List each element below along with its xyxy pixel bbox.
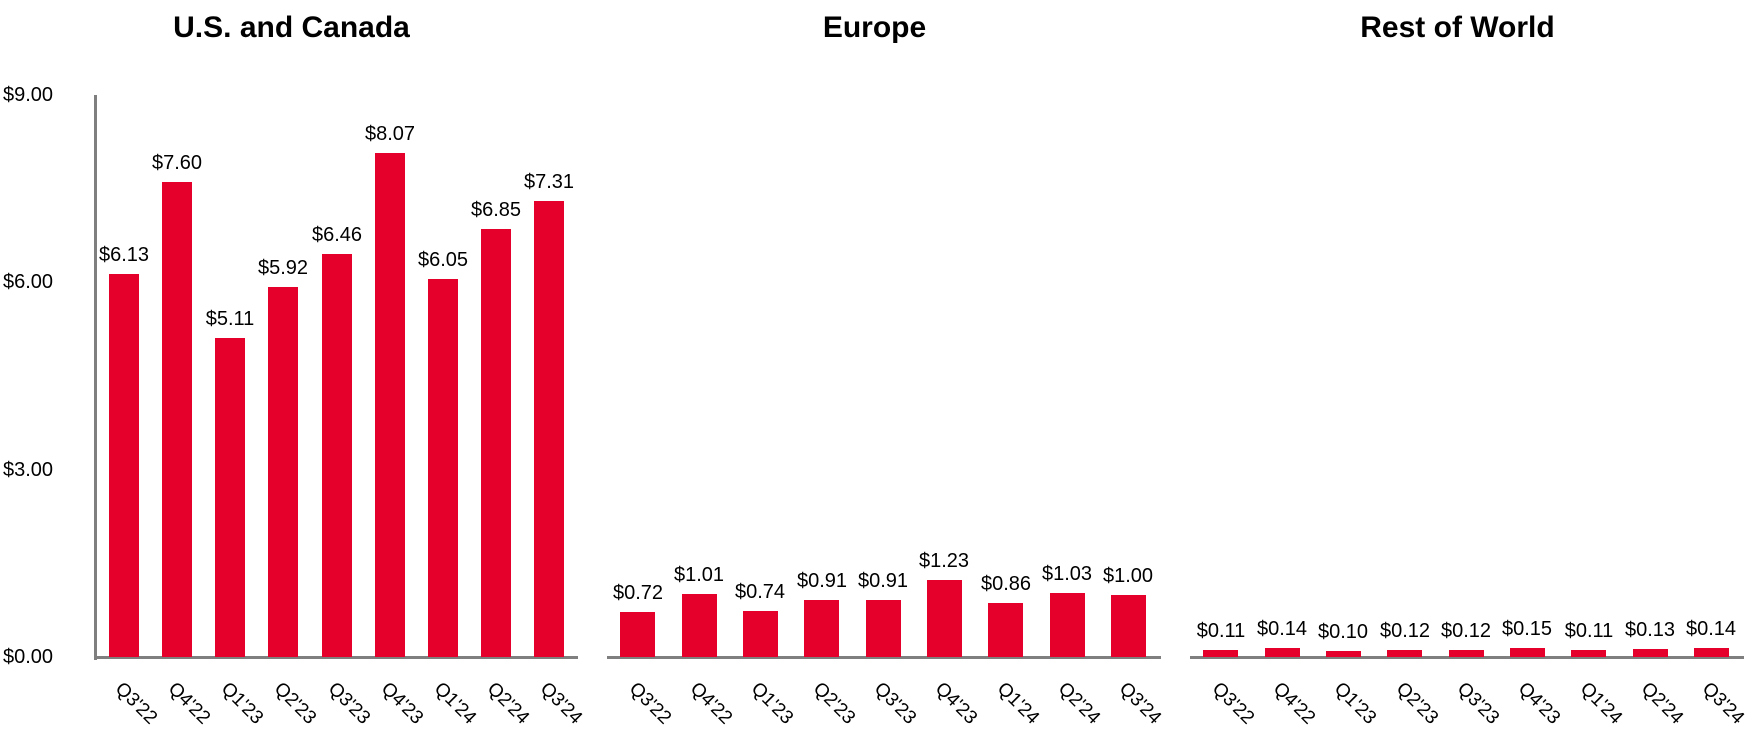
bar [1633, 649, 1668, 657]
x-axis-tick-label: Q1'24 [429, 678, 481, 729]
bar [1571, 650, 1606, 657]
bar [743, 611, 778, 657]
chart-title-europe: Europe [822, 11, 927, 44]
x-axis-tick-label: Q3'22 [110, 678, 162, 729]
bar [1694, 648, 1729, 657]
bar-value-label: $7.31 [523, 171, 575, 193]
bar [1050, 593, 1085, 657]
x-axis-tick-label: Q1'23 [216, 678, 268, 729]
x-axis-tick-label: Q4'22 [163, 678, 215, 729]
bar [927, 580, 962, 657]
y-axis-line [94, 95, 97, 660]
bar-value-label: $6.85 [470, 199, 522, 221]
y-axis-tick-label: $9.00 [3, 84, 54, 106]
plot-area-us-canada: $9.00 $6.00 $3.00 $0.00 $6.13 Q3'22 $7.60 Q4'22… [0, 0, 587, 752]
bar [866, 600, 901, 657]
bar-value-label: $5.92 [257, 257, 309, 279]
x-axis-tick-label: Q3'24 [1697, 678, 1749, 729]
plot-area-rest-of-world: $0.11 Q3'22 $0.14 Q4'22 $0.10 Q1'23 $0.12 Q2'23… [1166, 0, 1749, 752]
x-axis-tick-label: Q2'23 [269, 678, 321, 729]
bar-value-label: $8.07 [364, 123, 416, 145]
bar [1326, 651, 1361, 657]
bar [1387, 650, 1422, 657]
bar-value-label: $0.11 [1564, 620, 1614, 642]
x-axis-tick-label: Q3'22 [624, 678, 676, 729]
bar-value-label: $0.14 [1685, 618, 1737, 640]
bar [1265, 648, 1300, 657]
x-axis-tick-label: Q2'24 [1053, 678, 1105, 729]
bar-value-label: $1.00 [1102, 565, 1154, 587]
bar-value-label: $0.15 [1501, 618, 1553, 640]
x-axis-tick-label: Q3'22 [1207, 678, 1259, 729]
x-axis-tick-label: Q4'22 [1268, 678, 1320, 729]
bar-value-label: $5.11 [205, 308, 255, 330]
bar [481, 229, 511, 657]
bar [322, 254, 352, 657]
bar-value-label: $6.13 [98, 244, 150, 266]
bar [682, 594, 717, 657]
bar [1510, 648, 1545, 657]
bar [109, 274, 139, 657]
x-axis-tick-label: Q2'24 [482, 678, 534, 729]
y-axis-tick-label: $3.00 [3, 459, 54, 481]
x-axis-tick-label: Q2'23 [808, 678, 860, 729]
bar-value-label: $0.12 [1440, 620, 1492, 642]
x-axis-tick-label: Q4'23 [376, 678, 428, 729]
x-axis-tick-label: Q3'23 [323, 678, 375, 729]
x-axis-tick-label: Q2'23 [1391, 678, 1443, 729]
x-axis-tick-label: Q3'23 [1452, 678, 1504, 729]
bar-value-label: $0.13 [1624, 619, 1676, 641]
bar [162, 182, 192, 657]
x-axis-tick-label: Q1'24 [1575, 678, 1627, 729]
x-axis-tick-label: Q1'24 [992, 678, 1044, 729]
x-axis-tick-label: Q3'23 [869, 678, 921, 729]
bar-value-label: $6.46 [311, 224, 363, 246]
panel-us-canada: U.S. and Canada $9.00 $6.00 $3.00 $0.00 $6.1… [0, 0, 587, 752]
bar-value-label: $0.12 [1379, 620, 1431, 642]
chart-title-us-canada: U.S. and Canada [173, 11, 410, 44]
chart-title-rest-of-world: Rest of World [1360, 11, 1555, 44]
bar-value-label: $7.60 [151, 152, 203, 174]
bar [1111, 595, 1146, 657]
bar-value-label: $1.03 [1041, 563, 1093, 585]
x-axis-tick-label: Q3'24 [535, 678, 587, 729]
bar [804, 600, 839, 657]
bar-value-label: $0.86 [980, 573, 1032, 595]
bar-value-label: $0.14 [1256, 618, 1308, 640]
bar [988, 603, 1023, 657]
bar-value-label: $0.72 [612, 582, 664, 604]
bar-value-label: $0.91 [796, 570, 848, 592]
x-axis-tick-label: Q2'24 [1636, 678, 1688, 729]
panel-rest-of-world: Rest of World $0.11 Q3'22 $0.14 Q4'22 $0.10 Q… [1166, 0, 1749, 752]
bar [1203, 650, 1238, 657]
bar-value-label: $1.01 [673, 564, 725, 586]
bar [620, 612, 655, 657]
bar [375, 153, 405, 657]
bar [428, 279, 458, 657]
bar-value-label: $6.05 [417, 249, 469, 271]
panel-europe: Europe $0.72 Q3'22 $1.01 Q4'22 $0.74 Q1'23 $0.… [583, 0, 1166, 752]
y-axis-tick-label: $6.00 [3, 271, 54, 293]
x-axis-tick-label: Q4'22 [685, 678, 737, 729]
x-axis-tick-label: Q4'23 [930, 678, 982, 729]
y-axis-tick-label: $0.00 [3, 646, 54, 668]
x-axis-tick-label: Q3'24 [1114, 678, 1166, 729]
x-axis-tick-label: Q4'23 [1513, 678, 1565, 729]
x-axis-baseline [1190, 656, 1744, 659]
plot-area-europe: $0.72 Q3'22 $1.01 Q4'22 $0.74 Q1'23 $0.91 Q2'23… [583, 0, 1166, 752]
bar-value-label: $0.91 [857, 570, 909, 592]
x-axis-baseline [94, 656, 578, 659]
bar-value-label: $0.10 [1317, 621, 1369, 643]
bar [534, 201, 564, 657]
bar-value-label: $0.11 [1196, 620, 1246, 642]
x-axis-tick-label: Q1'23 [1329, 678, 1381, 729]
x-axis-baseline [607, 656, 1161, 659]
x-axis-tick-label: Q1'23 [746, 678, 798, 729]
bar [215, 338, 245, 657]
bar-value-label: $0.74 [734, 581, 786, 603]
bar [268, 287, 298, 657]
bar-value-label: $1.23 [918, 550, 970, 572]
bar [1449, 650, 1484, 657]
